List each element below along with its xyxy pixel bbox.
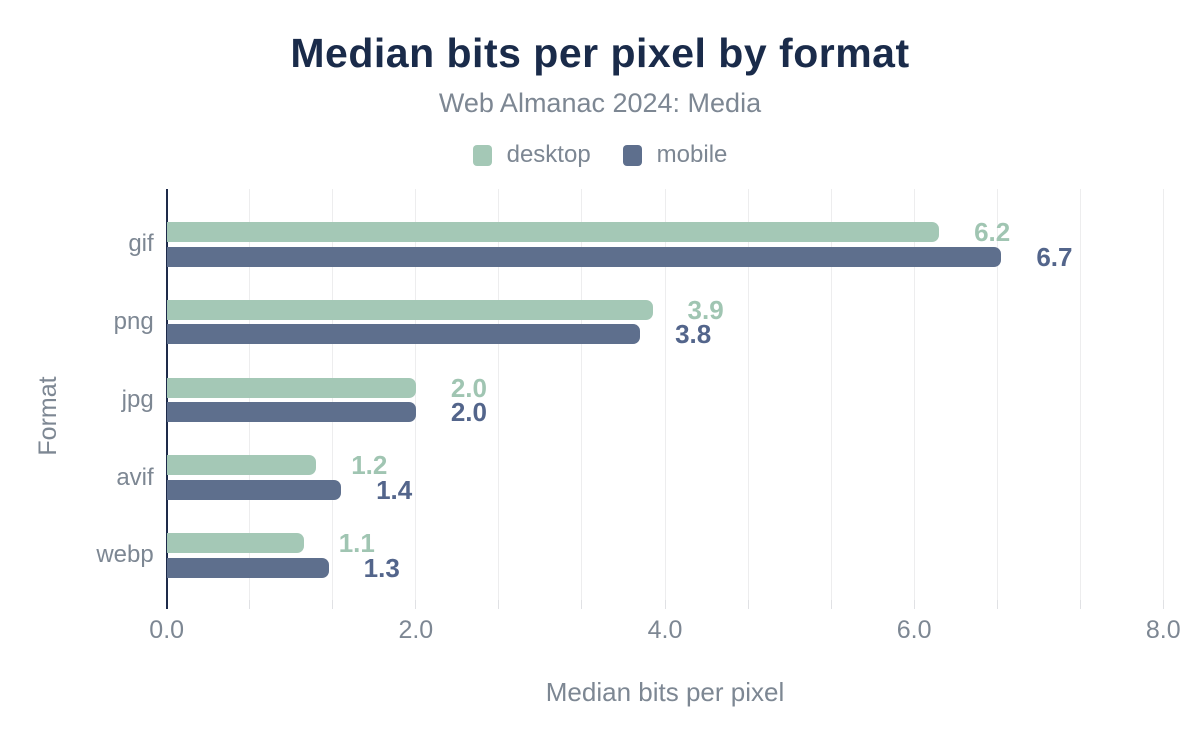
x-tick-label: 8.0 — [1145, 616, 1181, 644]
legend-item-mobile: mobile — [622, 141, 728, 169]
legend: desktop mobile — [0, 141, 1200, 169]
x-tick-mark — [913, 600, 915, 609]
gridline — [498, 189, 500, 600]
bar-mobile-png — [166, 324, 641, 345]
bar-mobile-avif — [166, 479, 342, 500]
x-tick-mark — [332, 600, 334, 609]
bar-mobile-webp — [166, 557, 329, 578]
x-tick-mark — [830, 600, 832, 609]
bar-desktop-jpg — [166, 377, 416, 398]
category-label-webp: webp — [96, 541, 154, 569]
x-tick-mark — [664, 600, 666, 609]
chart-title: Median bits per pixel by format — [290, 30, 910, 76]
bar-desktop-avif — [166, 455, 317, 476]
gridline — [996, 189, 998, 600]
x-tick-label: 0.0 — [149, 616, 185, 644]
legend-label-desktop: desktop — [506, 141, 591, 168]
bar-value-label: 6.2 — [974, 217, 1011, 247]
bar-value-label: 1.2 — [351, 450, 388, 481]
legend-item-desktop: desktop — [472, 141, 591, 169]
x-tick-mark — [996, 600, 998, 609]
category-label-png: png — [113, 308, 154, 335]
mobile-swatch-icon — [622, 144, 642, 166]
y-axis-line — [165, 189, 168, 609]
x-tick-mark — [747, 600, 749, 609]
legend-label-mobile: mobile — [656, 141, 728, 168]
gridline — [747, 189, 749, 600]
x-tick-mark — [498, 600, 500, 609]
chart-subtitle: Web Almanac 2024: Media — [438, 88, 762, 118]
x-tick-mark — [1079, 600, 1081, 609]
bar-value-label: 2.0 — [450, 372, 487, 403]
y-axis-title: Format — [34, 376, 62, 456]
bar-value-label: 6.7 — [1036, 241, 1073, 272]
x-tick-mark — [1162, 600, 1164, 609]
gridline — [581, 189, 583, 600]
bar-value-label: 3.9 — [687, 294, 724, 325]
bar-value-label: 2.0 — [450, 397, 487, 427]
category-label-avif: avif — [116, 463, 154, 491]
bar-value-label: 1.3 — [363, 552, 400, 583]
bar-value-label: 1.1 — [338, 528, 375, 558]
category-label-gif: gif — [128, 230, 154, 258]
gridline — [913, 189, 915, 600]
gridline — [415, 189, 417, 600]
bar-mobile-gif — [166, 246, 1002, 267]
bar-desktop-gif — [166, 222, 940, 242]
desktop-swatch-icon — [472, 144, 492, 166]
x-axis-title: Median bits per pixel — [545, 677, 785, 707]
gridline — [1162, 189, 1164, 600]
gridline — [664, 189, 666, 600]
bar-desktop-png — [166, 299, 653, 320]
x-tick-label: 4.0 — [647, 616, 683, 644]
category-label-jpg: jpg — [121, 385, 154, 413]
bar-value-label: 3.8 — [675, 319, 712, 350]
bar-mobile-jpg — [166, 402, 416, 422]
x-tick-label: 6.0 — [896, 616, 932, 644]
x-tick-mark — [581, 600, 583, 609]
gridline — [1079, 189, 1081, 600]
x-tick-mark — [415, 600, 417, 609]
bar-value-label: 1.4 — [376, 474, 413, 505]
bar-desktop-webp — [166, 533, 304, 553]
x-tick-label: 2.0 — [398, 616, 434, 644]
x-tick-mark — [249, 600, 251, 609]
gridline — [830, 189, 832, 600]
